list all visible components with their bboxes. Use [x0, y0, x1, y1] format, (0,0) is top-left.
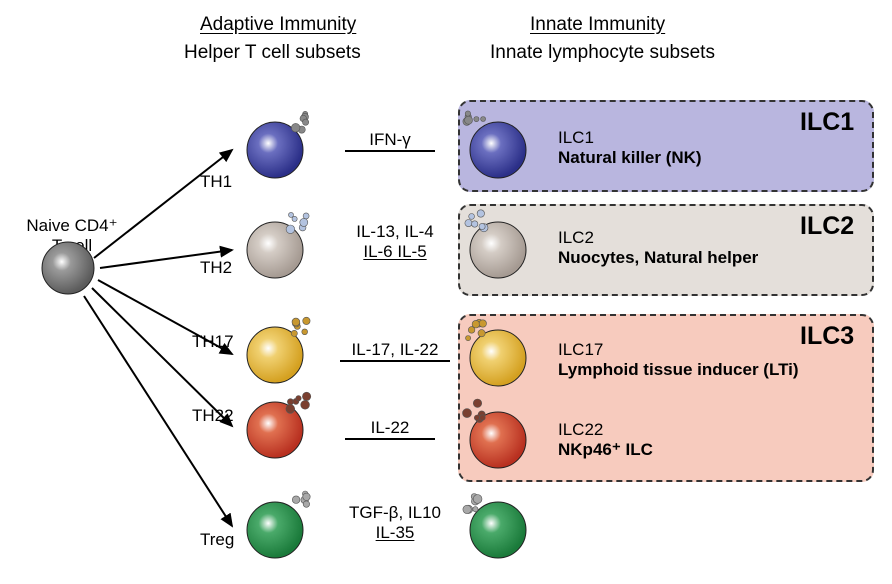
- cytokine-th1: IFN-γ: [345, 130, 435, 152]
- cytokine-th1-line: IFN-γ: [345, 130, 435, 150]
- cell-th2: [227, 192, 323, 288]
- ilc1-bold: Natural killer (NK): [558, 148, 702, 168]
- adaptive-immunity-subtitle: Helper T cell subsets: [184, 42, 361, 64]
- ilc17-bold: Lymphoid tissue inducer (LTi): [558, 360, 799, 380]
- cytokine-th17-line: IL-17, IL-22: [340, 340, 450, 360]
- ilc2-name: ILC2: [558, 228, 758, 248]
- ilc3-tag: ILC3: [800, 322, 854, 351]
- ilc1-row: ILC1 Natural killer (NK): [558, 128, 702, 168]
- ilc17-row: ILC17 Lymphoid tissue inducer (LTi): [558, 340, 799, 380]
- ilc22-name: ILC22: [558, 420, 653, 440]
- cytokine-th2-line1: IL-13, IL-4: [345, 222, 445, 242]
- cytokine-th2: IL-13, IL-4 IL-6 IL-5: [345, 222, 445, 261]
- ilc22-bold: NKp46⁺ ILC: [558, 440, 653, 460]
- innate-immunity-subtitle: Innate lymphocyte subsets: [490, 42, 715, 64]
- ilc22-row: ILC22 NKp46⁺ ILC: [558, 420, 653, 460]
- ilc1-tag: ILC1: [800, 108, 854, 137]
- cytokine-treg-line2: IL-35: [340, 523, 450, 543]
- cell-treg: [227, 472, 323, 568]
- cell-ilc1: [450, 92, 546, 188]
- cytokine-th22-line: IL-22: [345, 418, 435, 438]
- ilc1-name: ILC1: [558, 128, 702, 148]
- cytokine-th17: IL-17, IL-22: [340, 340, 450, 362]
- cell-th22: [227, 372, 323, 468]
- ilc17-name: ILC17: [558, 340, 799, 360]
- cell-ilc22: [450, 382, 546, 478]
- ilc2-bold: Nuocytes, Natural helper: [558, 248, 758, 268]
- ilc2-tag: ILC2: [800, 212, 854, 241]
- cell-ilcTreg: [450, 472, 546, 568]
- innate-immunity-title: Innate Immunity: [530, 14, 665, 36]
- cytokine-treg-line1: TGF-β, IL10: [340, 503, 450, 523]
- cytokine-th2-line2: IL-6 IL-5: [345, 242, 445, 262]
- adaptive-immunity-title: Adaptive Immunity: [200, 14, 356, 36]
- cell-ilc2: [450, 192, 546, 288]
- cytokine-th22: IL-22: [345, 418, 435, 440]
- cell-naive: [22, 212, 114, 304]
- ilc2-row: ILC2 Nuocytes, Natural helper: [558, 228, 758, 268]
- diagram-root: { "headers": { "adaptive_title": "Adapti…: [0, 0, 892, 584]
- cytokine-treg: TGF-β, IL10 IL-35: [340, 503, 450, 542]
- cell-th1: [227, 92, 323, 188]
